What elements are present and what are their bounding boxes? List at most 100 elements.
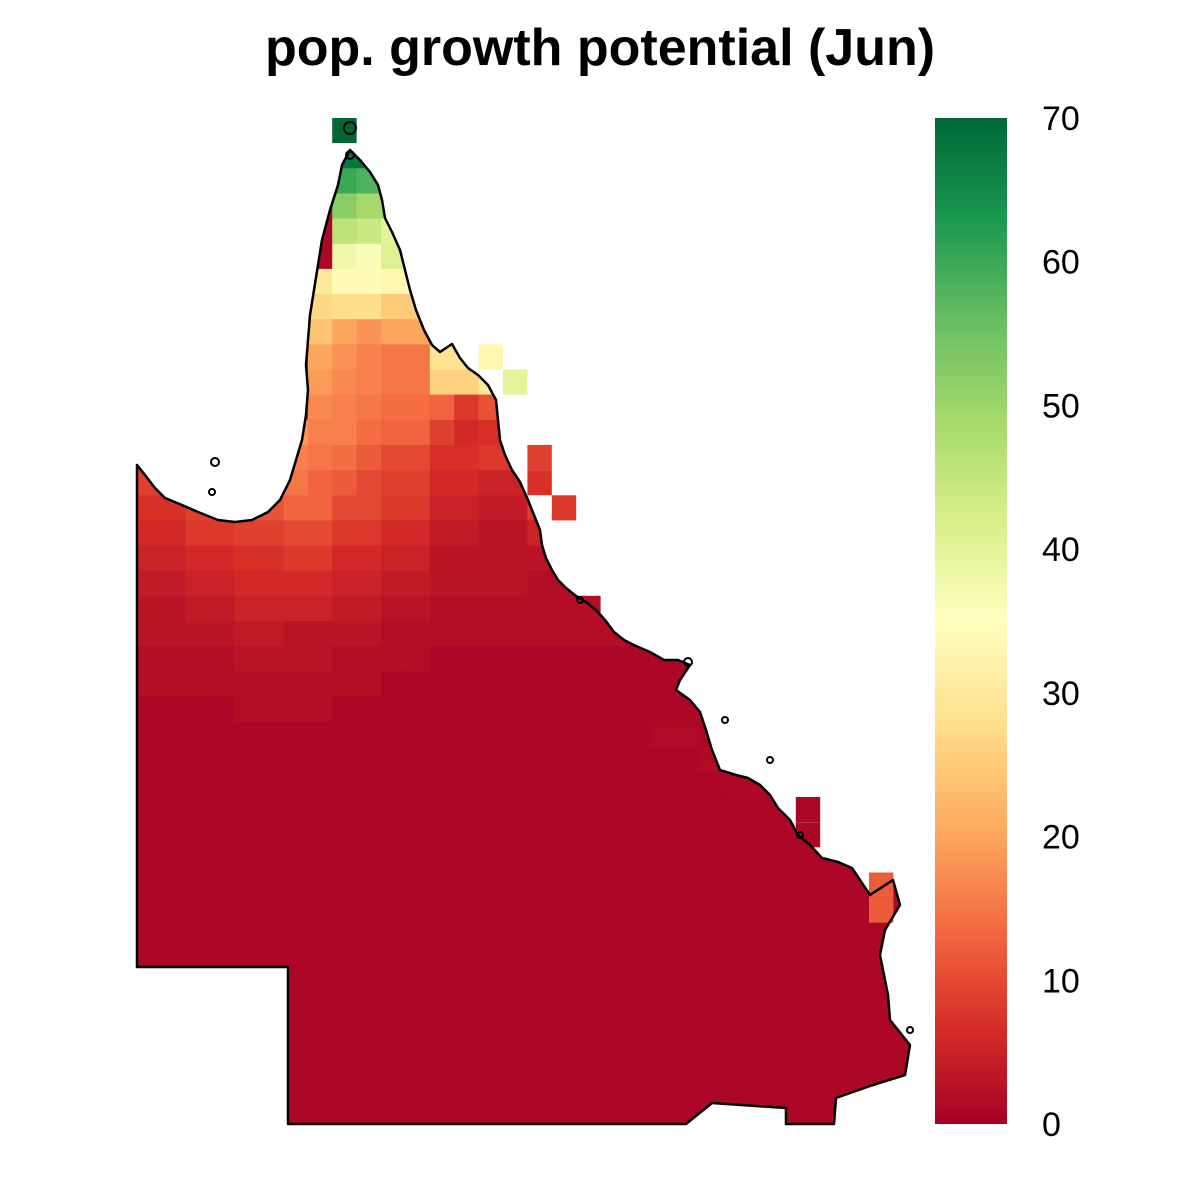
raster-cell bbox=[576, 243, 602, 270]
raster-cell bbox=[307, 998, 333, 1025]
raster-cell bbox=[185, 570, 211, 597]
raster-cell bbox=[747, 797, 773, 823]
raster-cell bbox=[844, 294, 870, 320]
raster-cell bbox=[625, 897, 651, 924]
raster-cell bbox=[503, 646, 529, 672]
raster-cell bbox=[356, 847, 382, 874]
raster-cell bbox=[893, 998, 910, 1025]
raster-cell bbox=[698, 444, 724, 471]
raster-cell bbox=[527, 319, 553, 346]
raster-cell bbox=[259, 947, 285, 974]
raster-cell bbox=[332, 243, 358, 270]
raster-cell bbox=[356, 218, 382, 245]
raster-cell bbox=[844, 319, 870, 346]
raster-cell bbox=[185, 344, 211, 371]
raster-cell bbox=[869, 721, 895, 748]
island-mark bbox=[683, 657, 693, 667]
raster-cell bbox=[429, 294, 455, 320]
raster-cell bbox=[844, 218, 870, 245]
raster-cell bbox=[137, 150, 163, 170]
raster-cell bbox=[625, 218, 651, 245]
raster-cell bbox=[161, 595, 187, 622]
raster-cell bbox=[820, 797, 846, 823]
raster-cell bbox=[527, 822, 553, 849]
raster-cell bbox=[771, 746, 797, 773]
raster-cell bbox=[844, 746, 870, 773]
raster-cell bbox=[698, 872, 724, 899]
raster-cell bbox=[600, 268, 626, 295]
raster-cell bbox=[137, 444, 163, 471]
raster-cell bbox=[576, 150, 602, 170]
raster-cell bbox=[527, 998, 553, 1025]
raster-cell bbox=[722, 822, 748, 849]
raster-cell bbox=[625, 822, 651, 849]
raster-cell bbox=[307, 847, 333, 874]
raster-cell bbox=[722, 947, 748, 974]
raster-cell bbox=[771, 419, 797, 446]
raster-cell bbox=[576, 218, 602, 245]
raster-cell bbox=[478, 444, 504, 471]
raster-cell bbox=[381, 1023, 407, 1050]
raster-cell bbox=[503, 570, 529, 597]
raster-cell bbox=[600, 696, 626, 723]
raster-cell bbox=[137, 998, 163, 1025]
raster-cell bbox=[820, 419, 846, 446]
raster-cell bbox=[771, 646, 797, 672]
raster-cell bbox=[844, 344, 870, 371]
raster-cell bbox=[234, 646, 260, 672]
raster-cell bbox=[698, 822, 724, 849]
raster-cell bbox=[332, 344, 358, 371]
raster-cell bbox=[332, 470, 358, 496]
raster-cell bbox=[478, 193, 504, 220]
raster-cell bbox=[600, 444, 626, 471]
raster-cell bbox=[893, 193, 910, 220]
raster-cell bbox=[527, 872, 553, 899]
raster-cell bbox=[307, 470, 333, 496]
raster-cell bbox=[185, 470, 211, 496]
raster-cell bbox=[405, 621, 431, 647]
raster-cell bbox=[844, 847, 870, 874]
raster-cell bbox=[893, 118, 918, 144]
raster-cell bbox=[747, 646, 773, 672]
raster-cell bbox=[820, 193, 846, 220]
raster-cell bbox=[503, 671, 529, 698]
raster-cell bbox=[600, 973, 626, 999]
raster-cell bbox=[234, 595, 260, 622]
island-mark bbox=[208, 488, 216, 496]
raster-cell bbox=[185, 746, 211, 773]
raster-cell bbox=[625, 319, 651, 346]
raster-cell bbox=[161, 922, 187, 949]
raster-cell bbox=[576, 721, 602, 748]
raster-cell bbox=[283, 168, 309, 195]
raster-cell bbox=[576, 268, 602, 295]
raster-cell bbox=[503, 973, 529, 999]
raster-cell bbox=[503, 1073, 529, 1100]
raster-cell bbox=[356, 419, 382, 446]
raster-cell bbox=[332, 495, 358, 522]
raster-cell bbox=[795, 394, 821, 421]
raster-cell bbox=[795, 344, 821, 371]
raster-cell bbox=[283, 595, 309, 622]
raster-cell bbox=[161, 721, 187, 748]
raster-cell bbox=[625, 671, 651, 698]
raster-cell bbox=[844, 243, 870, 270]
raster-cell bbox=[185, 168, 211, 195]
raster-cell bbox=[381, 570, 407, 597]
raster-cell bbox=[600, 470, 626, 496]
raster-cell bbox=[161, 646, 187, 672]
raster-cell bbox=[844, 470, 870, 496]
raster-cell bbox=[137, 243, 163, 270]
raster-cell bbox=[454, 646, 480, 672]
raster-cell bbox=[893, 570, 910, 597]
raster-cell bbox=[771, 394, 797, 421]
raster-cell bbox=[405, 847, 431, 874]
raster-cell bbox=[161, 150, 187, 170]
raster-cell bbox=[234, 922, 260, 949]
raster-cell bbox=[551, 344, 577, 371]
raster-cell bbox=[503, 495, 529, 522]
raster-cell bbox=[454, 721, 480, 748]
raster-cell bbox=[405, 1048, 431, 1075]
raster-cell bbox=[381, 671, 407, 698]
raster-cell bbox=[259, 1073, 285, 1100]
raster-cell bbox=[551, 520, 577, 547]
